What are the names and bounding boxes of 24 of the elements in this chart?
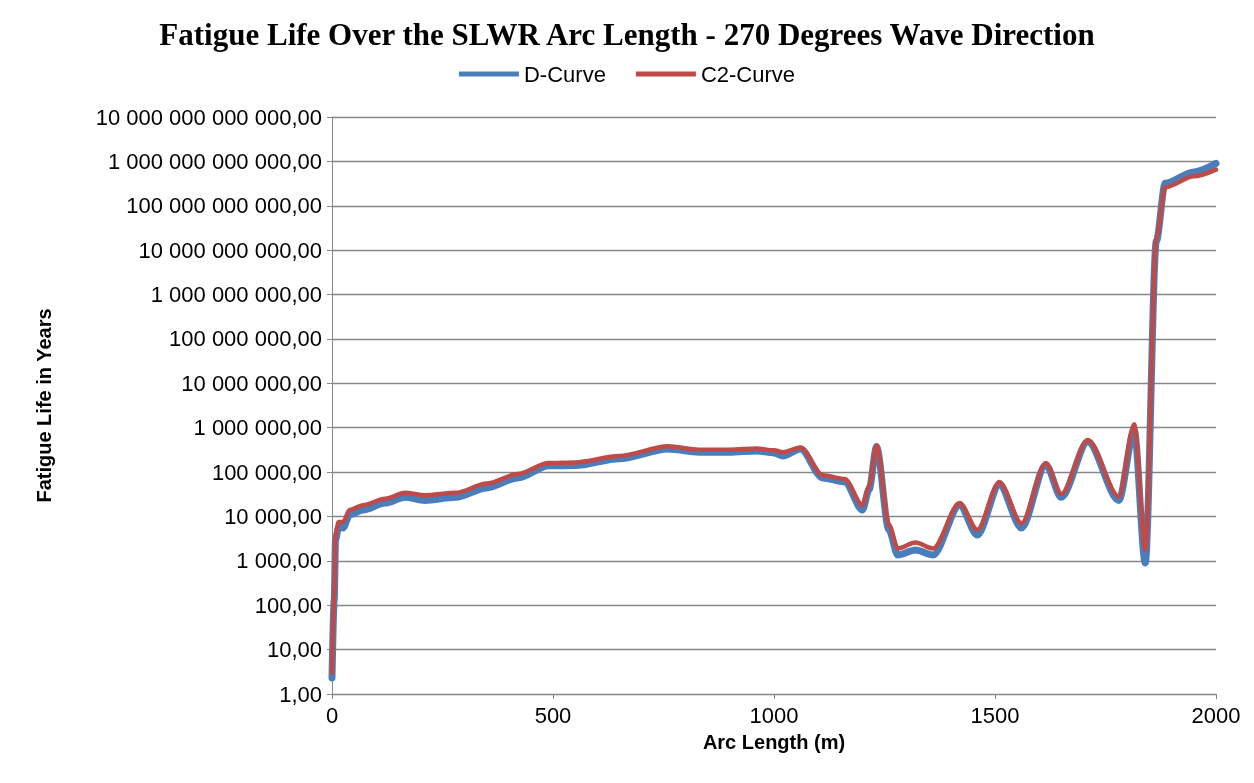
x-axis-title: Arc Length (m) (702, 731, 846, 753)
y-tick-label: 1,00 (279, 681, 322, 707)
y-tick-label: 10 000,00 (224, 503, 322, 529)
y-tick-label: 100 000 000,00 (169, 326, 322, 352)
y-tick-label: 1 000 000 000,00 (150, 282, 322, 308)
legend-label: D-Curve (523, 61, 606, 87)
y-tick-label: 100 000,00 (211, 459, 322, 485)
x-tick-label: 1000 (749, 702, 799, 728)
x-tick-label: 0 (325, 702, 339, 728)
chart-title: Fatigue Life Over the SLWR Arc Length - 270 Degrees Wave Direction (159, 17, 1095, 52)
y-tick-label: 1 000 000 000 000,00 (107, 148, 322, 174)
x-tick-label: 500 (534, 702, 572, 728)
y-axis-title: Fatigue Life in Years (33, 308, 55, 503)
y-tick-label: 100,00 (254, 592, 322, 618)
y-tick-label: 100 000 000 000,00 (126, 193, 322, 219)
y-tick-label: 10,00 (266, 637, 322, 663)
x-tick-label: 1500 (970, 702, 1020, 728)
y-tick-label: 10 000 000 000 000,00 (95, 104, 322, 130)
y-tick-label: 10 000 000,00 (181, 370, 322, 396)
legend-label: C2-Curve (700, 61, 796, 87)
y-tick-label: 1 000 000,00 (193, 415, 322, 441)
x-tick-label: 2000 (1191, 702, 1241, 728)
y-tick-label: 10 000 000 000,00 (138, 237, 322, 263)
y-tick-label: 1 000,00 (236, 548, 322, 574)
